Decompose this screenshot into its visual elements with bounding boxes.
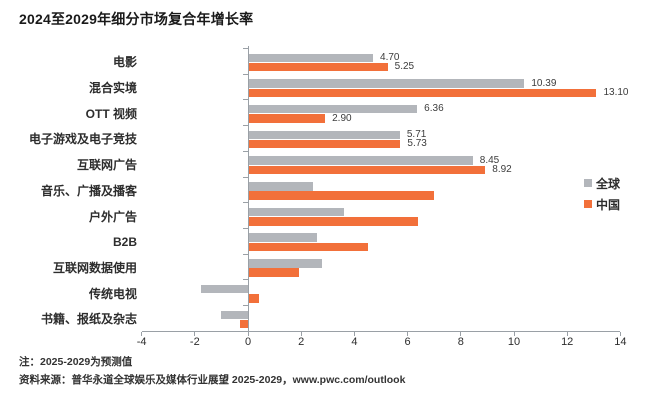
- x-axis-tick: [353, 331, 355, 336]
- category-tick: [243, 99, 248, 101]
- global-swatch-icon: [584, 179, 592, 187]
- category-tick: [243, 279, 248, 281]
- category-tick: [243, 73, 248, 75]
- bar-china: [248, 217, 419, 226]
- bar-global: [248, 182, 314, 191]
- bar-global: [248, 207, 344, 217]
- x-axis-tick: [247, 331, 249, 336]
- x-axis-tick: [141, 331, 143, 336]
- bar-global: [248, 53, 374, 62]
- x-axis-tick-label: 4: [351, 335, 358, 348]
- bar-china: [248, 242, 368, 252]
- category-label: 书籍、报纸及杂志: [40, 312, 137, 327]
- category-tick: [243, 125, 248, 127]
- bar-value-label: 2.90: [332, 112, 352, 124]
- x-axis-tick-label: 10: [507, 335, 521, 348]
- x-axis-tick-label: 2: [298, 335, 305, 348]
- legend-item-global: 全球: [584, 176, 621, 191]
- bar-value-label: 8.92: [492, 164, 512, 176]
- legend: 全球 中国: [584, 176, 620, 218]
- category-tick: [243, 202, 248, 204]
- bar-china: [248, 268, 299, 277]
- china-swatch-icon: [584, 200, 592, 208]
- bar-value-label: 13.10: [603, 87, 629, 98]
- category-tick: [243, 227, 248, 229]
- bar-value-label: 8.45: [479, 154, 500, 166]
- category-tick: [243, 253, 248, 255]
- category-label: 互联网数据使用: [52, 260, 137, 275]
- category-tick: [243, 48, 248, 49]
- bar-global: [248, 130, 400, 140]
- bar-value-label: 6.36: [424, 103, 444, 115]
- x-axis-tick-label: 12: [561, 335, 574, 348]
- legend-label-china: 中国: [596, 197, 621, 212]
- bar-value-label: 5.73: [407, 138, 427, 150]
- bar-global: [248, 79, 525, 88]
- y-axis-line: [248, 46, 249, 332]
- bar-china: [248, 294, 259, 303]
- bar-value-label: 5.25: [394, 61, 415, 73]
- bar-china: [240, 319, 248, 329]
- category-label: 电影: [112, 55, 137, 70]
- category-label: 混合实境: [88, 81, 137, 95]
- bar-china: [248, 165, 486, 175]
- x-axis-line: [141, 330, 621, 332]
- note-source: 资料来源：普华永道全球娱乐及媒体行业展望 2025-2029，www.pwc.c…: [19, 374, 406, 386]
- x-axis-tick-label: 8: [457, 335, 464, 348]
- category-tick: [243, 305, 248, 306]
- x-axis-tick-label: -4: [136, 335, 147, 348]
- category-label: 互联网广告: [76, 158, 137, 173]
- bar-china: [248, 139, 401, 149]
- bar-china: [248, 191, 435, 200]
- bar-china: [248, 62, 388, 72]
- legend-label-global: 全球: [596, 176, 621, 191]
- bar-value-label: 5.71: [406, 129, 427, 141]
- category-tick: [243, 330, 248, 332]
- category-tick: [243, 150, 248, 152]
- category-label: 电子游戏及电子竞技: [28, 132, 137, 147]
- x-axis-tick-label: 0: [244, 335, 252, 348]
- category-tick: [243, 176, 248, 178]
- x-axis-tick: [566, 331, 568, 336]
- legend-item-china: 中国: [584, 197, 621, 212]
- x-axis-tick: [513, 331, 515, 336]
- x-axis-tick-label: 14: [614, 335, 627, 348]
- x-axis-tick-label: -2: [189, 335, 200, 348]
- category-label: 传统电视: [88, 286, 137, 301]
- bar-china: [248, 88, 597, 97]
- bar-global: [248, 104, 418, 114]
- bar-value-label: 4.70: [380, 52, 400, 63]
- chart-title: 2024至2029年细分市场复合年增长率: [19, 11, 254, 27]
- bar-china: [248, 114, 326, 123]
- x-axis-tick: [300, 331, 302, 336]
- bar-global: [248, 233, 318, 242]
- category-label: OTT 视频: [85, 106, 137, 121]
- bar-value-label: 10.39: [531, 77, 557, 89]
- bar-global: [248, 259, 323, 268]
- bar-global: [221, 310, 248, 319]
- x-axis-tick-label: 6: [404, 335, 411, 348]
- category-label: B2B: [112, 235, 137, 250]
- x-axis-tick: [460, 331, 462, 336]
- x-axis-tick: [619, 331, 621, 336]
- bar-global: [201, 284, 248, 294]
- x-axis-tick: [407, 331, 409, 336]
- category-label: 音乐、广播及播客: [40, 183, 137, 198]
- bar-global: [248, 156, 473, 165]
- note-forecast: 注：2025-2029为预测值: [19, 356, 133, 368]
- x-axis-tick: [194, 331, 196, 336]
- category-label: 户外广告: [88, 209, 137, 224]
